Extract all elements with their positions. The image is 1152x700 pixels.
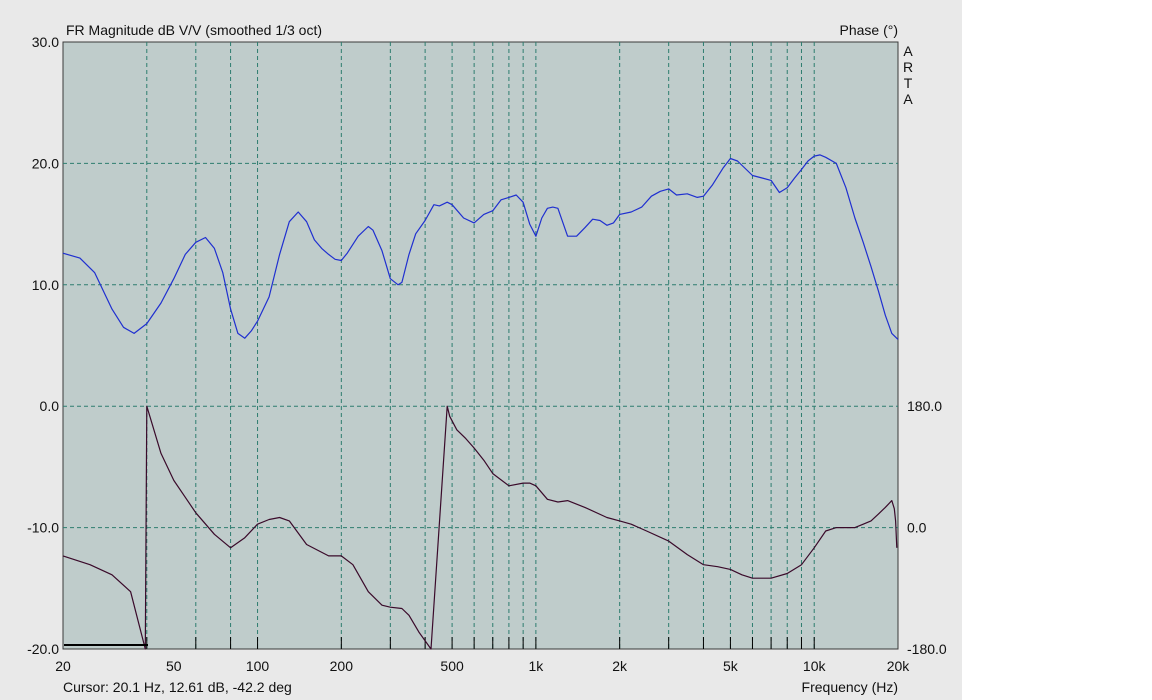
magnitude-curve [62, 154, 899, 340]
frequency-response-chart[interactable]: 20 50 100 200 500 1k 2k 5k 10k 20k 30.0 20.0 10.0 0.0… [0, 0, 962, 700]
phase-tick-label: 0.0 [907, 520, 927, 536]
watermark-letter: T [904, 75, 913, 91]
x-tick-label: 5k [723, 658, 739, 674]
y-tick-label: 0.0 [40, 398, 60, 414]
y-tick-label: 30.0 [32, 34, 59, 50]
bottom-minor-ticks [146, 637, 815, 649]
x-tick-label: 20 [55, 658, 71, 674]
x-tick-label: 20k [887, 658, 911, 674]
x-tick-label: 500 [440, 658, 464, 674]
x-tick-label: 10k [803, 658, 827, 674]
y-tick-label: 10.0 [32, 277, 59, 293]
x-tick-label: 100 [246, 658, 270, 674]
x-tick-label: 50 [166, 658, 182, 674]
phase-curve [62, 405, 898, 650]
y-tick-label: -10.0 [27, 520, 59, 536]
plot-area[interactable] [62, 41, 899, 650]
frequency-axis-label: Frequency (Hz) [802, 679, 898, 695]
tick-labels: 20 50 100 200 500 1k 2k 5k 10k 20k 30.0 20.0 10.0 0.0… [27, 34, 947, 674]
x-tick-label: 2k [612, 658, 628, 674]
chart-title: FR Magnitude dB V/V (smoothed 1/3 oct) [66, 22, 322, 38]
phase-axis-label: Phase (°) [839, 22, 898, 38]
y-tick-label: -20.0 [27, 641, 59, 657]
y-tick-label: 20.0 [32, 155, 59, 171]
x-tick-label: 200 [330, 658, 354, 674]
cursor-readout: Cursor: 20.1 Hz, 12.61 dB, -42.2 deg [63, 679, 292, 695]
x-tick-label: 1k [528, 658, 544, 674]
watermark-letter: A [903, 43, 913, 59]
series-layer [62, 154, 899, 650]
watermark-letter: R [903, 59, 913, 75]
watermark-letter: A [903, 91, 913, 107]
phase-tick-label: 180.0 [907, 398, 942, 414]
phase-tick-label: -180.0 [907, 641, 947, 657]
arta-plot-panel: 20 50 100 200 500 1k 2k 5k 10k 20k 30.0 20.0 10.0 0.0… [0, 0, 962, 700]
